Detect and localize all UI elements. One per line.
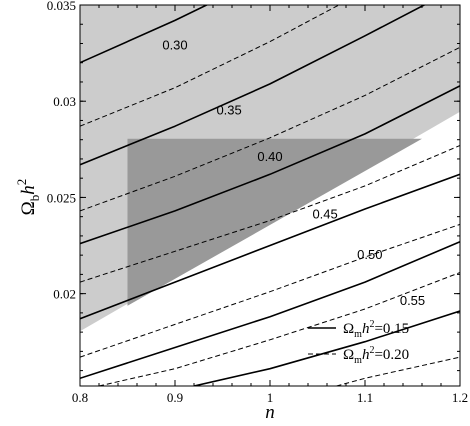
dashed-contour-line-1 bbox=[80, 5, 340, 127]
x-tick-label: 1 bbox=[267, 390, 274, 405]
dashed-contour-line-3 bbox=[80, 46, 460, 212]
y-tick-label: 0.035 bbox=[47, 0, 76, 13]
contour-label-0.50: 0.50 bbox=[357, 247, 382, 262]
contour-labels: 0.30 0.35 0.40 0.45 0.50 0.55 bbox=[162, 37, 425, 308]
y-tick-label: 0.02 bbox=[53, 287, 76, 302]
contour-label-0.55: 0.55 bbox=[400, 293, 425, 308]
solid-contour-line-10 bbox=[193, 310, 460, 386]
y-tick-label: 0.03 bbox=[53, 94, 76, 109]
dashed-contour-line-9 bbox=[98, 272, 460, 386]
legend-label-solid: Ωmh2=0.15 bbox=[343, 319, 409, 340]
solid-contour-line-8 bbox=[80, 240, 460, 380]
solid-contour-line-2 bbox=[80, 5, 426, 166]
contour-label-0.35: 0.35 bbox=[216, 103, 241, 118]
solid-contour-line-4 bbox=[80, 85, 460, 245]
contour-label-0.30: 0.30 bbox=[162, 37, 187, 52]
legend-label-dashed: Ωmh2=0.20 bbox=[343, 345, 409, 366]
axis-ticks bbox=[79, 4, 461, 386]
contour-label-0.45: 0.45 bbox=[312, 207, 337, 222]
x-tick-label: 1.1 bbox=[357, 390, 373, 405]
dark-excluded-region bbox=[127, 138, 422, 306]
solid-contour-line-0 bbox=[80, 5, 209, 64]
contour-label-0.40: 0.40 bbox=[257, 149, 282, 164]
y-tick-label: 0.025 bbox=[47, 190, 76, 205]
x-tick-label: 0.9 bbox=[167, 390, 183, 405]
solid-contour-line-6 bbox=[80, 173, 460, 320]
legend: Ωmh2=0.15 Ωmh2=0.20 bbox=[308, 319, 409, 366]
x-tick-label: 0.8 bbox=[72, 390, 88, 405]
y-axis-title: Ωbh2 bbox=[14, 179, 42, 216]
contour-curves bbox=[80, 5, 460, 386]
x-axis-title: n bbox=[265, 402, 275, 423]
x-tick-label: 1.2 bbox=[452, 390, 468, 405]
dashed-contour-line-7 bbox=[80, 223, 460, 358]
dashed-contour-line-5 bbox=[80, 145, 460, 283]
tick-labels: 0.8 0.9 1 1.1 1.2 0.02 0.025 0.03 0.035 bbox=[47, 0, 468, 405]
shaded-regions bbox=[80, 5, 460, 332]
